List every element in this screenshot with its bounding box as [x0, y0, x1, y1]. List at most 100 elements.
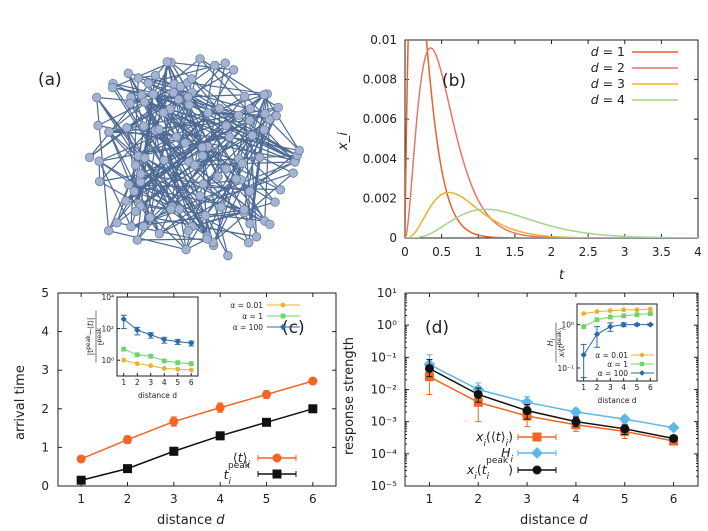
network-node — [174, 204, 185, 215]
network-node — [135, 177, 146, 187]
panel-c-ytick-label: 1 — [41, 440, 49, 454]
inset-c-xlabel: distance d — [138, 391, 177, 400]
inset-d-point — [581, 324, 587, 330]
network-edge — [125, 200, 171, 210]
panel-b-xtick-label: 0 — [401, 245, 409, 259]
inset-d-point — [633, 321, 641, 328]
network-edge — [191, 78, 261, 158]
panel-c-point — [215, 403, 225, 413]
network-node — [180, 138, 190, 148]
inset-d-point — [607, 314, 613, 320]
network-node — [143, 78, 154, 88]
network-node — [158, 107, 169, 118]
network-edge — [143, 168, 227, 227]
network-edge — [188, 93, 268, 98]
panel-c-ytick-label: 3 — [41, 363, 49, 377]
inset-c-point — [134, 361, 140, 367]
network-edge — [214, 65, 300, 151]
panel-d-point — [571, 417, 581, 427]
panel-b-legend-label: d = 4 — [591, 92, 625, 107]
network-node — [255, 152, 265, 163]
svg-text:|tpeak−⟨t⟩|: |tpeak−⟨t⟩| — [85, 318, 95, 356]
inset-d-point — [581, 311, 587, 317]
panel-c-xtick-label: 3 — [170, 492, 178, 506]
panel-b-curve — [405, 40, 698, 238]
panel-c-point — [308, 404, 318, 414]
network-edge — [229, 136, 300, 152]
network-node — [225, 132, 235, 142]
network-node — [139, 121, 149, 131]
network-edge — [152, 93, 271, 225]
network-edge — [166, 61, 196, 166]
inset-d-point — [621, 313, 627, 319]
network-node — [197, 142, 208, 153]
network-node — [126, 221, 136, 232]
panel-d-ylabel: response strength — [342, 337, 357, 455]
inset-d-legend-marker — [639, 361, 645, 367]
network-node — [220, 58, 230, 68]
network-node — [93, 120, 103, 131]
inset-c-xtick-label: 5 — [175, 378, 180, 387]
panel-c-ylabel: arrival time — [13, 365, 28, 440]
inset-d-point — [594, 317, 600, 323]
network-node — [265, 219, 275, 230]
panel-d-xtick-label: 6 — [670, 492, 678, 506]
panel-b-frame — [404, 39, 699, 239]
panel-d-point — [521, 396, 533, 409]
network-edge — [144, 157, 172, 210]
network-edge — [187, 136, 231, 232]
panel-d-xtick-label: 5 — [621, 492, 629, 506]
svg-text:xi(tpeak): xi(tpeak) — [556, 328, 566, 359]
network-node — [259, 125, 269, 135]
panel-c-point — [76, 454, 86, 464]
network-node — [121, 196, 131, 206]
panel-b-xtick-label: 0.5 — [432, 245, 451, 259]
inset-c-xtick-label: 1 — [121, 378, 126, 387]
inset-d-point — [647, 311, 653, 317]
network-node — [228, 65, 239, 75]
network-node — [159, 155, 169, 165]
network-graph — [84, 54, 304, 261]
network-edge — [212, 172, 294, 243]
inset-c-point — [148, 353, 154, 359]
network-node — [245, 104, 255, 114]
inset-d-point — [634, 307, 640, 313]
network-edge — [187, 96, 296, 161]
inset-c-point — [174, 338, 181, 345]
panel-c-xtick-label: 4 — [216, 492, 224, 506]
panel-d-point — [620, 424, 630, 434]
inset-d-point — [621, 307, 627, 313]
network-edge — [136, 69, 235, 241]
inset-d-xtick-label: 1 — [581, 383, 586, 392]
panel-label-d: (d) — [425, 318, 449, 338]
panel-b-xlabel: t — [559, 268, 565, 283]
network-node — [245, 115, 255, 126]
panel-c-legend-marker — [272, 469, 282, 479]
network-edge — [96, 96, 145, 103]
network-node — [184, 100, 194, 110]
network-node — [122, 123, 132, 133]
network-edge — [108, 230, 187, 251]
network-node — [221, 164, 231, 174]
network-edge — [204, 178, 237, 216]
network-node — [139, 97, 150, 107]
panel-c-xtick-label: 5 — [263, 492, 271, 506]
panel-d-xtick-label: 3 — [523, 492, 531, 506]
inset-c-xtick-label: 6 — [189, 378, 194, 387]
network-node — [237, 158, 247, 169]
network-node — [173, 94, 184, 105]
svg-text:Hi: Hi — [546, 339, 557, 347]
inset-d-point — [634, 312, 640, 318]
panel-label-a: (a) — [38, 70, 62, 90]
network-node — [294, 145, 304, 156]
network-node — [168, 87, 179, 98]
panel-b-legend-label: d = 2 — [591, 60, 625, 75]
panel-b-xtick-label: 3 — [621, 245, 629, 259]
inset-c-point — [134, 352, 140, 358]
network-edge — [241, 163, 276, 203]
panel-b-xtick-label: 2.5 — [579, 245, 598, 259]
network-node — [270, 197, 280, 207]
